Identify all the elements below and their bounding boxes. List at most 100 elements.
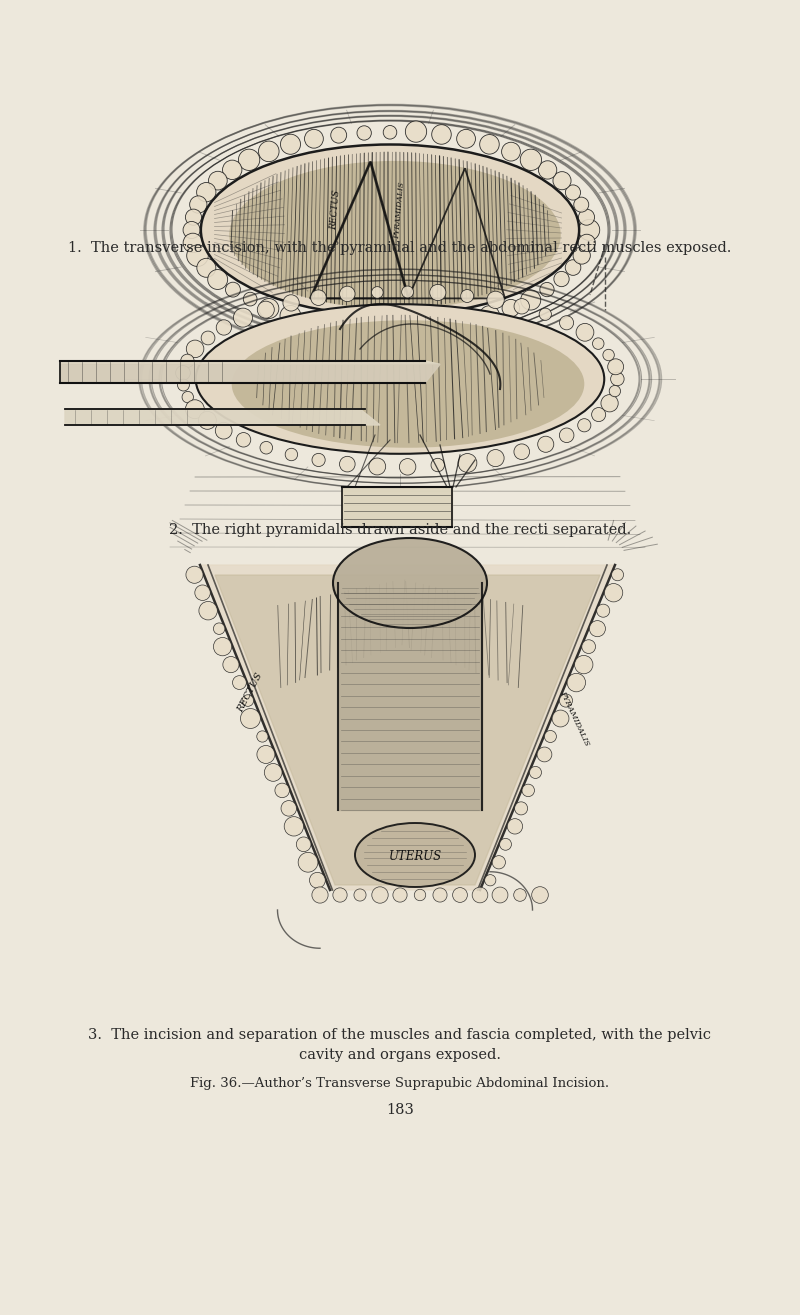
Circle shape <box>430 284 446 301</box>
Circle shape <box>215 422 232 439</box>
Circle shape <box>559 427 574 443</box>
Circle shape <box>499 839 511 851</box>
Circle shape <box>264 764 282 781</box>
Circle shape <box>514 444 530 459</box>
Circle shape <box>514 299 530 314</box>
Circle shape <box>339 456 355 472</box>
Circle shape <box>502 142 520 160</box>
Circle shape <box>458 454 477 472</box>
Circle shape <box>284 817 303 836</box>
Circle shape <box>457 312 476 331</box>
Circle shape <box>354 889 366 901</box>
Circle shape <box>241 709 261 729</box>
Polygon shape <box>342 487 452 527</box>
Circle shape <box>414 889 426 901</box>
Circle shape <box>186 400 204 418</box>
Circle shape <box>538 437 554 452</box>
Circle shape <box>593 338 604 350</box>
Circle shape <box>257 746 275 764</box>
Circle shape <box>175 366 190 380</box>
Circle shape <box>573 247 590 264</box>
Circle shape <box>582 639 595 654</box>
Circle shape <box>330 128 346 143</box>
Circle shape <box>578 234 595 251</box>
Text: UTERUS: UTERUS <box>389 851 442 864</box>
Circle shape <box>457 129 475 149</box>
Polygon shape <box>60 362 440 364</box>
Text: 183: 183 <box>386 1103 414 1116</box>
Circle shape <box>190 196 207 213</box>
Circle shape <box>603 350 614 360</box>
Circle shape <box>330 317 347 334</box>
Circle shape <box>199 601 218 619</box>
Circle shape <box>453 888 467 902</box>
Text: 2.  The right pyramidalis drawn aside and the recti separated.: 2. The right pyramidalis drawn aside and… <box>169 523 631 537</box>
Circle shape <box>409 320 422 334</box>
Circle shape <box>576 323 594 341</box>
Circle shape <box>492 888 508 903</box>
Polygon shape <box>60 364 440 383</box>
Text: RECTUS: RECTUS <box>329 189 342 230</box>
Circle shape <box>285 448 298 460</box>
Circle shape <box>238 149 260 171</box>
Circle shape <box>181 354 194 367</box>
Circle shape <box>197 183 216 201</box>
Circle shape <box>610 372 624 385</box>
Circle shape <box>538 160 557 179</box>
Text: RECTUS: RECTUS <box>236 672 264 714</box>
Circle shape <box>259 299 279 318</box>
Circle shape <box>298 852 318 872</box>
Circle shape <box>433 888 447 902</box>
Circle shape <box>559 316 574 330</box>
Circle shape <box>487 450 504 467</box>
Circle shape <box>372 886 388 903</box>
Circle shape <box>340 287 355 301</box>
Circle shape <box>578 418 591 431</box>
Circle shape <box>487 291 504 309</box>
Circle shape <box>514 889 526 901</box>
Polygon shape <box>215 575 600 885</box>
Circle shape <box>514 802 528 815</box>
Circle shape <box>201 331 215 345</box>
Circle shape <box>281 801 297 817</box>
Circle shape <box>592 408 606 422</box>
Circle shape <box>357 126 371 141</box>
Circle shape <box>186 567 203 584</box>
Circle shape <box>233 676 246 689</box>
Circle shape <box>520 149 542 171</box>
Circle shape <box>283 295 299 312</box>
Polygon shape <box>338 593 482 810</box>
Circle shape <box>223 656 239 673</box>
Circle shape <box>431 316 452 337</box>
Circle shape <box>234 308 253 327</box>
Polygon shape <box>200 565 615 890</box>
Circle shape <box>236 433 250 447</box>
Circle shape <box>208 270 228 289</box>
Circle shape <box>260 442 273 454</box>
Circle shape <box>355 318 373 337</box>
Circle shape <box>242 694 254 706</box>
Circle shape <box>472 888 488 903</box>
Circle shape <box>183 221 200 238</box>
Circle shape <box>605 584 622 602</box>
Circle shape <box>312 454 325 467</box>
Ellipse shape <box>232 321 584 447</box>
Circle shape <box>485 874 496 886</box>
Circle shape <box>574 197 589 212</box>
Circle shape <box>597 604 610 617</box>
Circle shape <box>198 412 216 429</box>
Circle shape <box>305 129 323 149</box>
Ellipse shape <box>230 160 561 309</box>
Circle shape <box>521 291 541 310</box>
Circle shape <box>566 260 581 275</box>
Polygon shape <box>65 409 380 425</box>
Text: Fig. 36.—Author’s Transverse Suprapubic Abdominal Incision.: Fig. 36.—Author’s Transverse Suprapubic … <box>190 1077 610 1090</box>
Circle shape <box>611 569 623 581</box>
Circle shape <box>578 209 594 225</box>
Circle shape <box>539 308 551 321</box>
Circle shape <box>540 283 554 297</box>
Circle shape <box>530 767 542 778</box>
Circle shape <box>574 655 593 673</box>
Ellipse shape <box>333 538 487 629</box>
Circle shape <box>310 289 326 305</box>
